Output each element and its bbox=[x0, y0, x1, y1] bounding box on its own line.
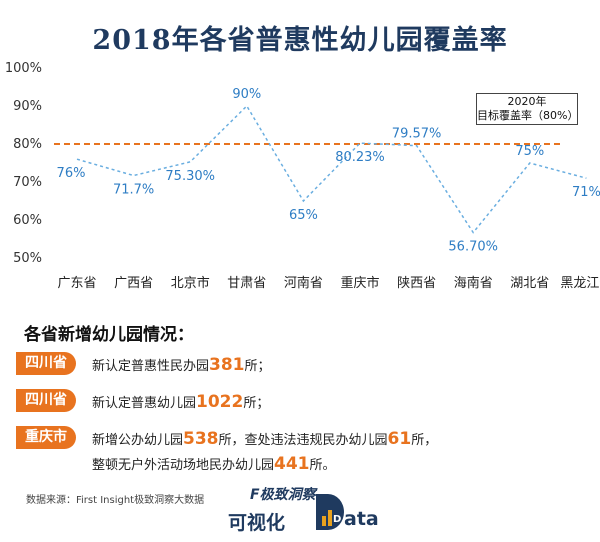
entry-pre: 新增公办幼儿园 bbox=[92, 433, 184, 448]
x-tick-label: 黑龙江省 bbox=[560, 276, 600, 291]
data-label: 76% bbox=[57, 166, 86, 181]
logo-d-letter: D bbox=[333, 514, 341, 525]
x-tick-label: 陕西省 bbox=[397, 276, 436, 291]
logo: F极致洞察 可视化 D ata bbox=[228, 480, 379, 538]
entry-number: 538 bbox=[183, 429, 219, 449]
y-axis: 50% 60% 70% 80% 90% 100% bbox=[5, 61, 42, 266]
entry-text: 整顿无户外活动场地民办幼儿园441所。 bbox=[92, 454, 336, 474]
data-label: 56.70% bbox=[448, 240, 498, 255]
entry-post: 所； bbox=[243, 396, 270, 411]
entry-number: 381 bbox=[209, 355, 245, 375]
entry-number: 1022 bbox=[196, 392, 244, 412]
data-label: 75.30% bbox=[165, 169, 215, 184]
entry-number: 61 bbox=[387, 429, 412, 449]
data-label: 79.57% bbox=[392, 127, 442, 142]
data-label: 90% bbox=[232, 87, 261, 102]
data-label: 75% bbox=[515, 144, 544, 159]
entry-text: 新增公办幼儿园538所，查处违法违规民办幼儿园61所， bbox=[92, 429, 437, 449]
x-tick-label: 广西省 bbox=[114, 276, 153, 291]
line-chart: 50% 60% 70% 80% 90% 100% 广东省 广西省 北京市 甘肃省 河南省 重庆市 陕西… bbox=[5, 61, 600, 291]
y-tick-label: 90% bbox=[13, 99, 42, 114]
entry-mid: 所，查处违法违规民办幼儿园 bbox=[218, 433, 388, 448]
x-tick-label: 重庆市 bbox=[340, 275, 379, 291]
data-source: 数据来源：First Insight极致洞察大数据 bbox=[26, 495, 205, 506]
entry-pre: 新认定普惠性民办园 bbox=[92, 359, 210, 374]
target-annotation: 2020年 目标覆盖率（80%） bbox=[476, 93, 578, 125]
chart-title: 2018年各省普惠性幼儿园覆盖率 bbox=[92, 25, 508, 56]
entry-post: 所； bbox=[244, 359, 271, 374]
entry-pre: 整顿无户外活动场地民办幼儿园 bbox=[92, 458, 275, 473]
data-label: 71% bbox=[572, 185, 600, 200]
data-label: 71.7% bbox=[113, 183, 154, 198]
target-label: 目标覆盖率（80%） bbox=[477, 109, 579, 122]
entry-pre: 新认定普惠幼儿园 bbox=[92, 396, 197, 411]
y-tick-label: 50% bbox=[13, 251, 42, 266]
x-tick-label: 海南省 bbox=[454, 275, 493, 291]
x-tick-label: 广东省 bbox=[57, 276, 96, 291]
logo-text: 可视化 bbox=[228, 512, 286, 534]
province-tag: 重庆市 bbox=[16, 426, 76, 449]
y-tick-label: 100% bbox=[5, 61, 42, 76]
logo-ata: ata bbox=[344, 508, 379, 530]
y-tick-label: 70% bbox=[13, 175, 42, 190]
x-tick-label: 北京市 bbox=[171, 275, 210, 291]
entry-post: 所。 bbox=[309, 458, 336, 473]
x-tick-label: 甘肃省 bbox=[227, 276, 266, 291]
target-year: 2020年 bbox=[507, 95, 547, 108]
section-title: 各省新增幼儿园情况： bbox=[24, 325, 194, 345]
x-tick-label: 河南省 bbox=[284, 275, 323, 291]
entry-text: 新认定普惠性民办园381所； bbox=[92, 355, 271, 375]
logo-brand: F极致洞察 bbox=[250, 487, 316, 503]
y-tick-label: 80% bbox=[13, 137, 42, 152]
province-tag: 四川省 bbox=[16, 352, 76, 375]
y-tick-label: 60% bbox=[13, 213, 42, 228]
entry-post: 所， bbox=[411, 433, 438, 448]
data-label: 65% bbox=[289, 208, 318, 223]
province-tag: 四川省 bbox=[16, 389, 76, 412]
value-labels: 76% 71.7% 75.30% 90% 65% 80.23% 79.57% 56.70% 75… bbox=[57, 87, 600, 255]
x-axis: 广东省 广西省 北京市 甘肃省 河南省 重庆市 陕西省 海南省 湖北省黑龙江省 bbox=[57, 275, 600, 291]
x-tick-label: 湖北省 bbox=[510, 276, 549, 291]
data-label: 80.23% bbox=[335, 150, 385, 165]
entry-number: 441 bbox=[274, 454, 310, 474]
entry-text: 新认定普惠幼儿园1022所； bbox=[92, 392, 269, 412]
logo-d-icon: D bbox=[316, 494, 344, 530]
